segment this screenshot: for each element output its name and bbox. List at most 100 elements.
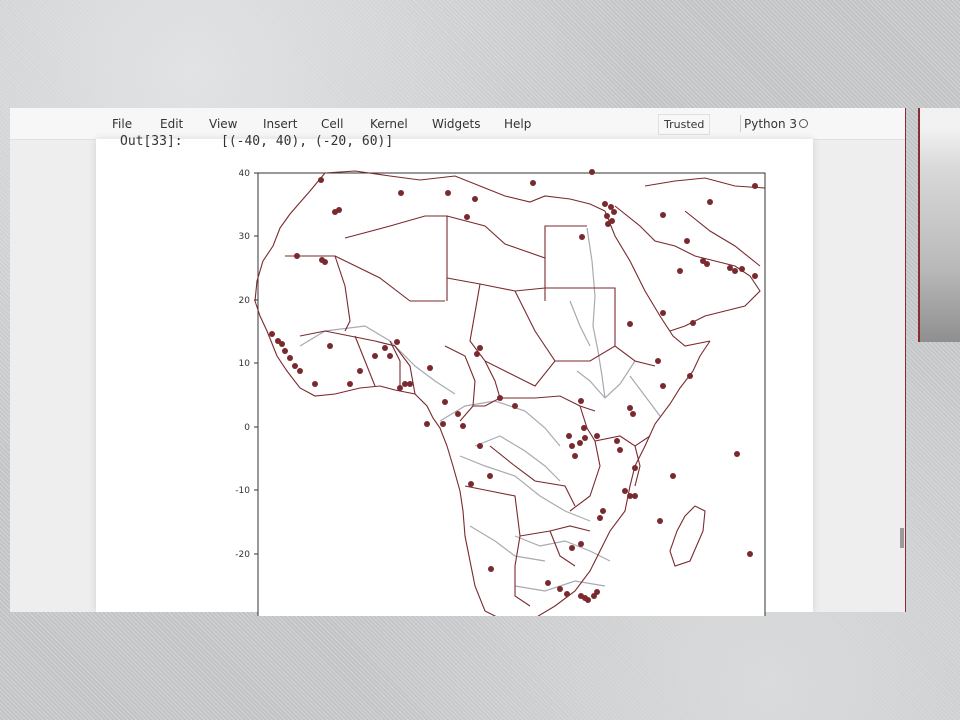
y-tick-label: 40 — [239, 169, 251, 179]
city-point — [609, 218, 615, 224]
city-point — [627, 321, 633, 327]
city-point — [497, 395, 503, 401]
city-point — [398, 190, 404, 196]
city-point — [670, 473, 676, 479]
menu-view[interactable]: View — [209, 117, 238, 131]
city-point — [589, 169, 595, 175]
menu-insert[interactable]: Insert — [263, 117, 298, 131]
city-point — [630, 411, 636, 417]
city-point — [327, 343, 333, 349]
city-point — [387, 353, 393, 359]
city-point — [427, 365, 433, 371]
city-point — [372, 353, 378, 359]
city-point — [617, 447, 623, 453]
city-point — [627, 405, 633, 411]
city-point — [397, 385, 403, 391]
city-point — [578, 398, 584, 404]
city-point — [336, 207, 342, 213]
city-point — [442, 399, 448, 405]
city-point — [477, 443, 483, 449]
city-point — [677, 268, 683, 274]
city-point — [557, 586, 563, 592]
menu-file[interactable]: File — [112, 117, 133, 131]
city-point — [545, 580, 551, 586]
city-point — [704, 261, 710, 267]
city-point — [578, 541, 584, 547]
city-point — [660, 310, 666, 316]
city-point — [394, 339, 400, 345]
city-point — [572, 453, 578, 459]
city-point — [655, 358, 661, 364]
city-point — [287, 355, 293, 361]
city-point — [660, 383, 666, 389]
city-point — [402, 381, 408, 387]
city-point — [594, 589, 600, 595]
city-point — [488, 566, 494, 572]
city-point — [464, 214, 470, 220]
city-point — [569, 443, 575, 449]
city-point — [292, 363, 298, 369]
city-point — [269, 331, 275, 337]
city-points — [269, 169, 758, 603]
kernel-idle-icon — [799, 119, 808, 128]
city-point — [564, 591, 570, 597]
city-point — [357, 368, 363, 374]
kernel-separator — [740, 115, 741, 132]
y-tick-label: 10 — [239, 359, 251, 369]
city-point — [602, 201, 608, 207]
city-point — [530, 180, 536, 186]
city-point — [632, 493, 638, 499]
y-tick-label: -20 — [235, 550, 250, 560]
city-point — [297, 368, 303, 374]
city-point — [752, 273, 758, 279]
city-point — [460, 423, 466, 429]
city-point — [569, 545, 575, 551]
menubar: File Edit View Insert Cell Kernel Widget… — [10, 108, 905, 140]
city-point — [318, 177, 324, 183]
city-point — [579, 234, 585, 240]
city-point — [424, 421, 430, 427]
city-point — [608, 204, 614, 210]
menu-help[interactable]: Help — [504, 117, 532, 131]
city-point — [582, 435, 588, 441]
city-point — [512, 403, 518, 409]
city-point — [294, 253, 300, 259]
city-point — [604, 213, 610, 219]
city-point — [727, 265, 733, 271]
city-point — [622, 488, 628, 494]
y-tick-label: 30 — [239, 232, 251, 242]
city-point — [474, 351, 480, 357]
city-point — [322, 259, 328, 265]
city-point — [566, 433, 572, 439]
borders-layer — [254, 170, 766, 616]
city-point — [581, 425, 587, 431]
trusted-badge[interactable]: Trusted — [658, 114, 711, 135]
city-point — [732, 268, 738, 274]
city-point — [468, 481, 474, 487]
city-point — [382, 345, 388, 351]
y-axis: 40 30 20 10 0 -10 -20 — [235, 169, 258, 560]
city-point — [747, 551, 753, 557]
background-window-panel — [918, 108, 960, 342]
city-point — [632, 465, 638, 471]
menu-cell[interactable]: Cell — [321, 117, 344, 131]
city-point — [690, 320, 696, 326]
city-point — [585, 597, 591, 603]
city-point — [611, 209, 617, 215]
menu-widgets[interactable]: Widgets — [432, 117, 481, 131]
africa-map-figure: 40 30 20 10 0 -10 -20 — [235, 169, 766, 616]
city-point — [687, 373, 693, 379]
city-point — [455, 411, 461, 417]
scrollbar-thumb[interactable] — [900, 528, 904, 548]
city-point — [594, 433, 600, 439]
menu-edit[interactable]: Edit — [160, 117, 184, 131]
menu-kernel[interactable]: Kernel — [370, 117, 408, 131]
city-point — [627, 493, 633, 499]
city-point — [477, 345, 483, 351]
city-point — [614, 438, 620, 444]
city-point — [487, 473, 493, 479]
city-point — [739, 266, 745, 272]
output-text: [(-40, 40), (-20, 60)] — [221, 134, 394, 149]
kernel-name[interactable]: Python 3 — [744, 117, 798, 131]
city-point — [472, 196, 478, 202]
